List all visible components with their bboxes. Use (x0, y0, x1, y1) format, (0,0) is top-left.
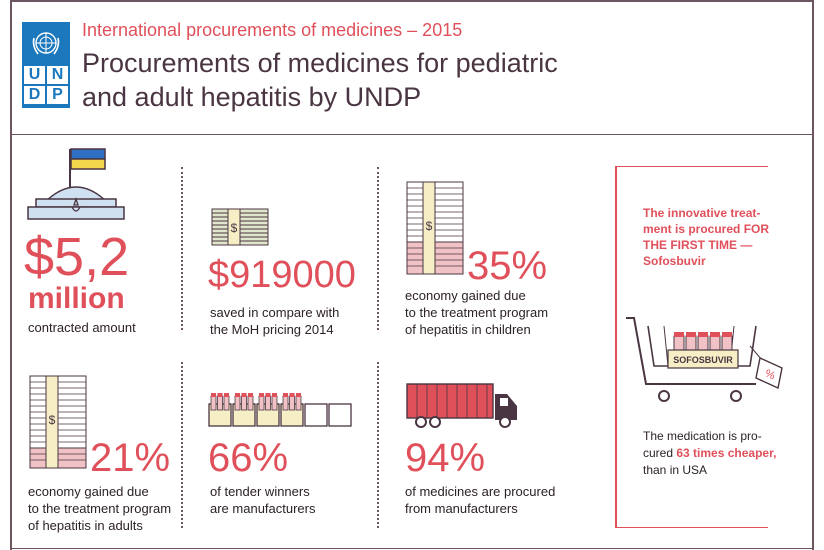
truck-icon (406, 383, 517, 428)
headline-line: ment is procured FOR (643, 222, 770, 236)
logo-letter: U (24, 66, 45, 84)
filled-box (256, 393, 280, 427)
caption-line: of medicines are procured (405, 484, 556, 499)
money-stack-icon: $ (211, 208, 269, 246)
empty-box (328, 403, 352, 427)
contracted-caption: contracted amount (28, 320, 136, 335)
price-tag-icon: % (749, 345, 783, 390)
saved-value: $919000 (208, 254, 356, 296)
manufacturers-caption: of medicines are procured from manufactu… (405, 483, 555, 517)
caption-line: economy gained due (28, 484, 149, 499)
footer-divider (10, 548, 814, 549)
frame-top-border (10, 0, 814, 2)
caption-line: to the treatment program (405, 305, 549, 320)
tender-winners-boxes (208, 393, 352, 427)
note-line: The medication is pro- (643, 429, 762, 443)
filled-box (280, 393, 304, 427)
children-caption: economy gained due to the treatment prog… (405, 287, 548, 338)
caption-line: of hepatitis in children (405, 322, 531, 337)
note-highlight: 63 times cheaper, (676, 446, 777, 460)
column-divider (377, 362, 379, 528)
cart-label: SOFOSBUVIR (673, 355, 733, 365)
money-stack-icon: $ (406, 181, 464, 275)
title-line: Procurements of medicines for pediatric (82, 48, 558, 78)
undp-letters: U N D P (22, 64, 70, 106)
contracted-unit: million (28, 282, 125, 315)
title-line: and adult hepatitis by UNDP (82, 82, 422, 112)
page-title: Procurements of medicines for pediatric … (82, 46, 558, 114)
logo-letter: N (47, 66, 68, 84)
tag-symbol: % (763, 368, 777, 383)
caption-line: to the treatment program (28, 501, 172, 516)
column-divider (377, 167, 379, 330)
winners-value: 66% (208, 436, 289, 480)
empty-box (304, 403, 328, 427)
sofosbuvir-panel (615, 166, 768, 528)
svg-text:$: $ (231, 221, 238, 235)
adults-caption: economy gained due to the treatment prog… (28, 483, 171, 534)
caption-line: from manufacturers (405, 501, 518, 516)
manufacturers-value: 94% (405, 436, 486, 480)
column-divider (181, 362, 183, 528)
caption-line: the MoH pricing 2014 (210, 322, 334, 337)
header-kicker: International procurements of medicines … (82, 20, 463, 40)
svg-text:$: $ (49, 413, 56, 427)
headline-line: The innovative treat- (643, 206, 761, 220)
header-divider (10, 134, 814, 135)
logo-letter: P (47, 86, 68, 104)
contracted-value: $5,2 (24, 227, 130, 287)
headline-line: THE FIRST TIME — (643, 238, 753, 252)
winners-caption: of tender winners are manufacturers (210, 483, 316, 517)
adults-value: 21% (90, 436, 171, 480)
frame-left-border (10, 0, 12, 550)
children-value: 35% (467, 244, 548, 288)
note-line: cured 63 times cheaper, (643, 445, 793, 462)
note-text: cured (643, 446, 677, 460)
caption-line: of hepatitis in adults (28, 518, 143, 533)
undp-logo: U N D P (22, 22, 70, 108)
caption-line: of tender winners (210, 484, 310, 499)
saved-caption: saved in compare with the MoH pricing 20… (210, 304, 339, 338)
sofosbuvir-note: The medication is pro- cured 63 times ch… (643, 428, 793, 479)
caption-line: economy gained due (405, 288, 526, 303)
money-stack-icon: $ (29, 375, 87, 469)
svg-text:$: $ (426, 219, 433, 233)
headline-line: Sofosbuvir (643, 254, 706, 268)
logo-letter: D (24, 86, 45, 104)
parliament-icon (27, 148, 125, 220)
note-line: than in USA (643, 463, 708, 477)
filled-box (232, 393, 256, 427)
sofosbuvir-headline: The innovative treat- ment is procured F… (643, 205, 771, 269)
column-divider (181, 167, 183, 330)
caption-line: are manufacturers (210, 501, 316, 516)
frame-right-border (812, 0, 814, 550)
caption-line: saved in compare with (210, 305, 340, 320)
cart-icon: SOFOSBUVIR % (626, 317, 783, 402)
un-emblem-icon (32, 32, 60, 55)
filled-box (208, 393, 232, 427)
